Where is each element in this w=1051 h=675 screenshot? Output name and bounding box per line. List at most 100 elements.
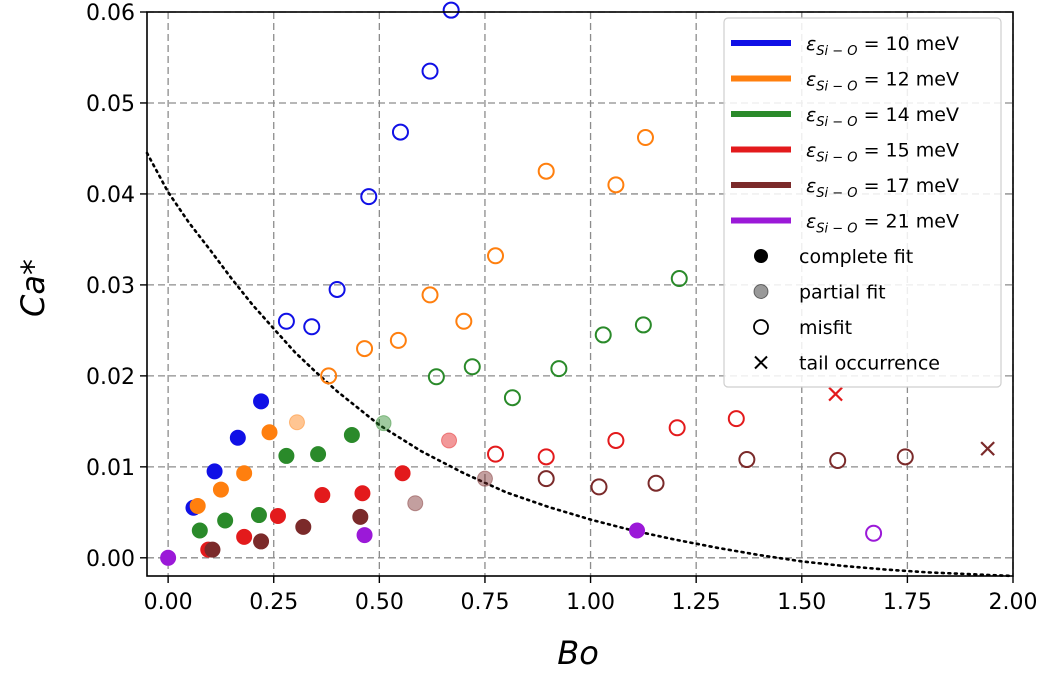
x-tick-label: 1.00 bbox=[566, 590, 615, 615]
y-axis-ticks: 0.00 0.01 0.02 0.03 0.04 0.05 0.06 bbox=[86, 1, 147, 572]
point-misfit bbox=[328, 280, 346, 298]
boundary-curve-layer bbox=[145, 151, 1015, 578]
point-misfit bbox=[360, 188, 378, 206]
point-tail-occurrence bbox=[980, 441, 995, 456]
x-tick-label: 1.50 bbox=[777, 590, 826, 615]
legend-series-label: εSi − O = 12 meV bbox=[806, 69, 959, 95]
point-misfit bbox=[590, 478, 608, 496]
point-complete-fit bbox=[236, 528, 253, 545]
point-complete-fit bbox=[189, 497, 206, 514]
legend-marker-label: complete fit bbox=[799, 246, 913, 268]
legend-marker-label: misfit bbox=[799, 317, 852, 339]
point-misfit bbox=[670, 270, 688, 288]
x-tick-label: 1.75 bbox=[883, 590, 932, 615]
legend-series-label: εSi − O = 15 meV bbox=[806, 140, 959, 166]
point-misfit bbox=[829, 451, 847, 469]
y-tick-label: 0.00 bbox=[86, 547, 135, 572]
point-complete-fit bbox=[356, 527, 373, 544]
point-complete-fit bbox=[160, 549, 177, 566]
point-misfit bbox=[389, 331, 407, 349]
x-tick-label: 1.25 bbox=[672, 590, 721, 615]
x-tick-label: 0.50 bbox=[355, 590, 404, 615]
y-tick-label: 0.03 bbox=[86, 274, 135, 299]
point-misfit bbox=[277, 312, 295, 330]
point-misfit bbox=[455, 312, 473, 330]
legend-series-label: εSi − O = 17 meV bbox=[806, 175, 959, 201]
point-complete-fit bbox=[295, 518, 312, 535]
point-misfit bbox=[303, 318, 321, 336]
legend-marker-partial bbox=[753, 284, 769, 299]
legend-marker-label: partial fit bbox=[799, 282, 886, 304]
point-misfit bbox=[607, 431, 625, 449]
boundary-curve bbox=[145, 151, 1015, 578]
point-misfit bbox=[320, 367, 338, 385]
point-misfit bbox=[550, 360, 568, 378]
x-tick-label: 0.75 bbox=[460, 590, 509, 615]
legend-box bbox=[723, 17, 1002, 388]
point-misfit bbox=[427, 368, 445, 386]
point-complete-fit bbox=[278, 447, 295, 464]
point-misfit bbox=[865, 524, 883, 542]
legend-series-label: εSi − O = 10 meV bbox=[806, 33, 959, 59]
point-complete-fit bbox=[343, 427, 360, 443]
point-misfit bbox=[421, 286, 439, 304]
y-tick-label: 0.01 bbox=[86, 456, 135, 481]
point-complete-fit bbox=[314, 487, 331, 504]
y-tick-label: 0.04 bbox=[86, 183, 135, 208]
point-misfit bbox=[421, 62, 439, 80]
point-misfit bbox=[634, 316, 652, 334]
point-tail-occurrence bbox=[828, 386, 843, 402]
point-complete-fit bbox=[394, 465, 411, 482]
point-complete-fit bbox=[629, 522, 646, 539]
x-tick-label: 0.25 bbox=[249, 590, 298, 615]
point-misfit bbox=[607, 176, 625, 194]
legend-marker-cross bbox=[754, 355, 768, 370]
point-misfit bbox=[463, 358, 481, 376]
point-misfit bbox=[487, 445, 505, 463]
point-complete-fit bbox=[217, 512, 234, 529]
point-complete-fit bbox=[191, 522, 208, 539]
x-axis-ticks: 0.00 0.25 0.50 0.75 1.00 1.25 1.50 1.75 2.00 bbox=[144, 576, 1038, 615]
y-tick-label: 0.05 bbox=[86, 92, 135, 117]
y-tick-label: 0.06 bbox=[86, 1, 135, 26]
point-misfit bbox=[537, 448, 555, 466]
point-misfit bbox=[391, 123, 409, 141]
point-misfit bbox=[738, 451, 756, 469]
point-complete-fit bbox=[269, 507, 286, 524]
point-complete-fit bbox=[261, 424, 278, 441]
point-complete-fit bbox=[229, 429, 246, 446]
point-complete-fit bbox=[310, 446, 327, 463]
point-complete-fit bbox=[253, 533, 270, 550]
point-misfit bbox=[636, 129, 654, 147]
point-misfit bbox=[668, 419, 686, 437]
point-partial-fit bbox=[476, 470, 493, 487]
legend-marker-open bbox=[753, 319, 769, 335]
point-complete-fit bbox=[354, 485, 371, 502]
point-misfit bbox=[647, 474, 665, 492]
legend-series-label: εSi − O = 14 meV bbox=[806, 104, 959, 130]
point-partial-fit bbox=[375, 415, 392, 432]
plot-frame bbox=[146, 11, 1014, 577]
x-tick-label: 0.00 bbox=[144, 590, 193, 615]
point-partial-fit bbox=[441, 432, 458, 449]
point-misfit bbox=[442, 1, 460, 19]
x-tick-label: 2.00 bbox=[989, 590, 1038, 615]
point-misfit bbox=[537, 470, 555, 488]
x-axis-label: Bo bbox=[557, 634, 599, 672]
point-complete-fit bbox=[206, 463, 223, 480]
legend-marker-label: tail occurrence bbox=[799, 353, 940, 375]
point-misfit bbox=[594, 326, 612, 344]
point-complete-fit bbox=[236, 465, 253, 482]
point-complete-fit bbox=[212, 481, 229, 498]
point-complete-fit bbox=[352, 508, 369, 525]
point-complete-fit bbox=[253, 393, 270, 410]
y-tick-label: 0.02 bbox=[86, 365, 135, 390]
legend-marker-filled bbox=[754, 249, 768, 263]
legend: εSi − O = 10 meV εSi − O = 12 meV εSi − O … bbox=[723, 17, 1002, 388]
point-partial-fit bbox=[288, 414, 305, 431]
point-misfit bbox=[487, 247, 505, 265]
point-misfit bbox=[537, 162, 555, 180]
data-points bbox=[160, 1, 995, 566]
point-partial-fit bbox=[407, 495, 424, 512]
